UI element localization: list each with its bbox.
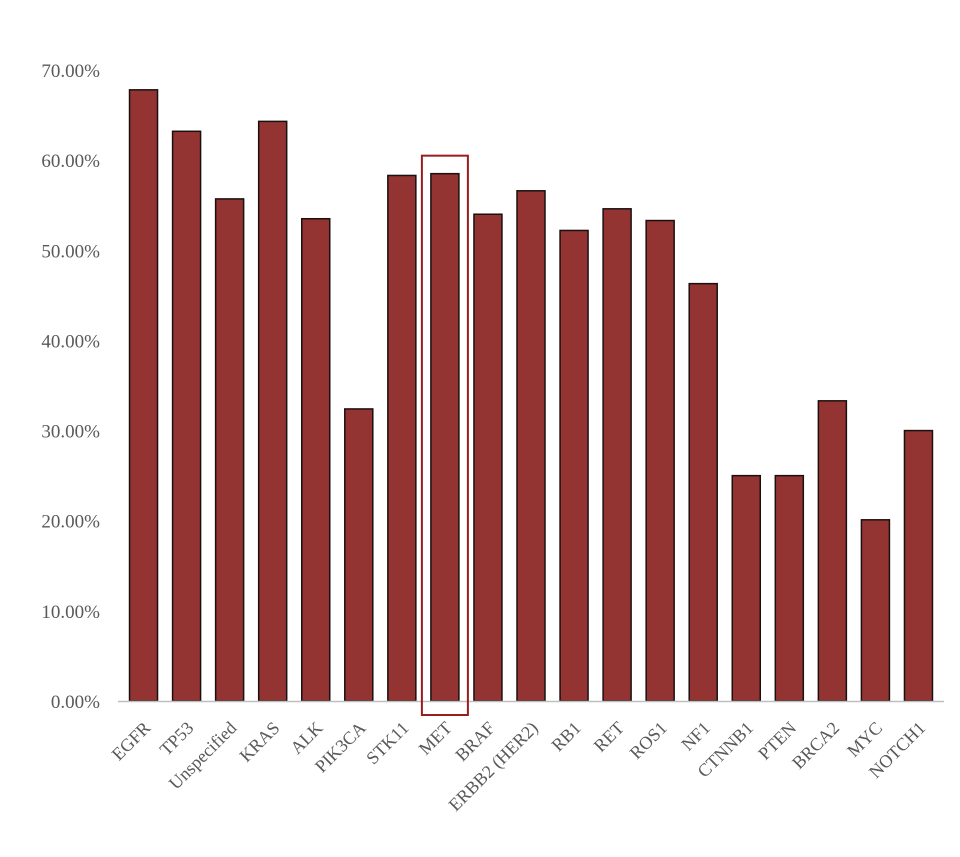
y-tick-label: 40.00% xyxy=(41,331,100,352)
bar-tp53 xyxy=(171,130,202,702)
x-tick-label: EGFR xyxy=(108,718,155,765)
bar-egfr xyxy=(128,89,159,702)
y-tick-label: 30.00% xyxy=(41,422,100,443)
y-tick-label: 20.00% xyxy=(41,512,100,533)
y-tick-label: 50.00% xyxy=(41,241,100,262)
bar-myc xyxy=(860,519,891,702)
y-tick-label: 60.00% xyxy=(41,151,100,172)
x-tick-label: KRAS xyxy=(235,718,283,766)
bars xyxy=(128,89,934,702)
highlight-box xyxy=(420,154,469,716)
x-tick-label: ROS1 xyxy=(626,718,671,763)
y-tick-label: 10.00% xyxy=(41,602,100,623)
y-tick-label: 70.00% xyxy=(41,61,100,82)
bar-pik3ca xyxy=(344,408,374,702)
x-tick-label: RB1 xyxy=(547,718,584,755)
bar-pten xyxy=(774,474,805,702)
bar-braf xyxy=(473,213,503,702)
y-tick-label: 0.00% xyxy=(51,692,100,713)
bar-nf1 xyxy=(688,282,718,702)
bar-erbb2-her2 xyxy=(516,190,546,702)
x-tick-label: RET xyxy=(590,718,628,756)
x-tick-label: MET xyxy=(415,718,456,759)
y-axis-tick-labels: 0.00% 10.00% 20.00% 30.00% 40.00% 50.00% 60.00… xyxy=(41,61,100,713)
bar-alk xyxy=(300,217,331,702)
x-tick-label: NF1 xyxy=(677,718,714,755)
bar-met xyxy=(430,172,460,702)
bar-ret xyxy=(602,208,632,702)
x-tick-label: BRCA2 xyxy=(788,718,843,773)
bar-ros1 xyxy=(645,219,675,702)
bar-kras xyxy=(257,120,288,702)
bar-rb1 xyxy=(559,229,589,702)
bar-stk11 xyxy=(387,174,417,702)
bar-notch1 xyxy=(903,429,934,702)
bar-unspecified xyxy=(214,198,245,702)
x-tick-label: STK11 xyxy=(362,718,412,768)
bar-brca2 xyxy=(817,400,848,702)
bar-ctnnb1 xyxy=(731,474,762,702)
